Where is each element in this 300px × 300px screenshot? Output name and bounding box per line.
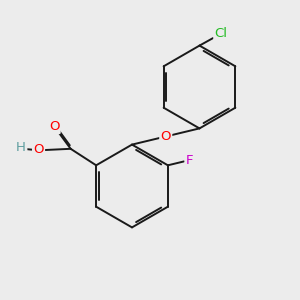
Text: O: O	[33, 143, 44, 156]
Text: O: O	[160, 130, 171, 143]
Text: F: F	[186, 154, 193, 167]
Text: H: H	[16, 141, 26, 154]
Text: O: O	[49, 120, 59, 133]
Text: Cl: Cl	[214, 27, 228, 40]
